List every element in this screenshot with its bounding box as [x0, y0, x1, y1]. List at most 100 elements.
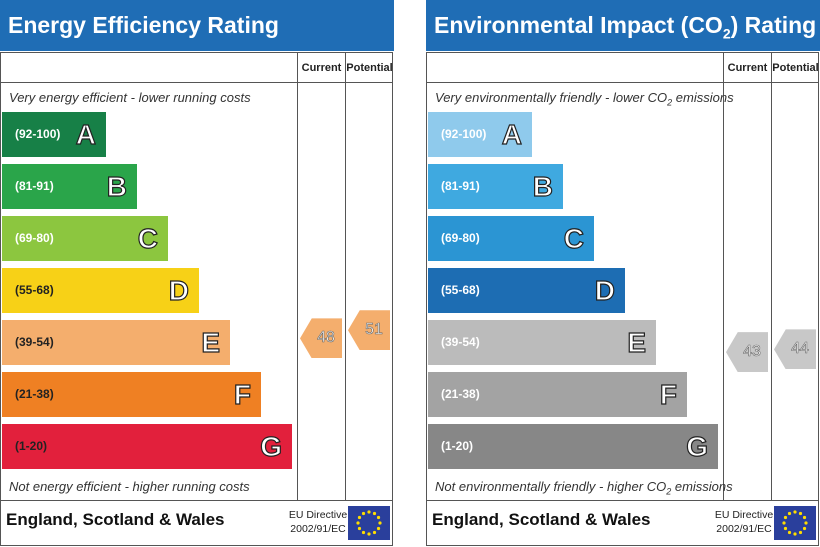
eu-star [372, 530, 377, 535]
band-letter: A [501, 118, 522, 150]
rating-band-d: (55-68) D [2, 268, 199, 313]
chart-title: Environmental Impact (CO2) Rating [426, 0, 820, 51]
chart-frame [0, 52, 393, 546]
current-rating-value: 43 [743, 343, 761, 361]
eu-star [787, 530, 792, 535]
eu-star [793, 532, 797, 536]
eu-star [357, 515, 362, 520]
rating-band-e: (39-54) E [428, 320, 656, 365]
band-range-label: (81-91) [441, 179, 480, 193]
column-divider [297, 52, 298, 500]
bottom-caption-sub: 2 [666, 486, 672, 497]
band-range-label: (69-80) [15, 231, 54, 245]
region-label: England, Scotland & Wales [432, 510, 651, 529]
eu-star [361, 530, 366, 535]
band-letter: D [168, 274, 189, 306]
rating-band-a: (92-100) A [2, 112, 106, 157]
band-letter: G [260, 430, 283, 462]
bottom-caption: Not environmentally friendly - higher CO… [435, 479, 733, 497]
potential-rating-value: 44 [791, 340, 809, 358]
top-caption-sub: 2 [667, 97, 673, 108]
eu-star [798, 530, 803, 535]
header-divider [426, 82, 819, 83]
eu-star [372, 511, 377, 516]
band-range-label: (1-20) [441, 439, 474, 453]
eu-star [787, 511, 792, 516]
top-caption: Very environmentally friendly - lower CO… [435, 90, 734, 108]
column-divider [345, 52, 346, 500]
band-range-label: (39-54) [15, 335, 54, 349]
potential-rating-value: 51 [365, 321, 383, 339]
band-range-label: (69-80) [441, 231, 480, 245]
current-column-header: Current [727, 62, 768, 74]
directive-line1: EU Directive [714, 509, 774, 521]
potential-column-header: Potential [772, 62, 819, 74]
top-caption-main: Very environmentally friendly - lower CO [435, 90, 668, 105]
rating-band-g: (1-20) G [428, 424, 718, 469]
band-range-label: (81-91) [15, 179, 54, 193]
rating-band-f: (21-38) F [428, 372, 687, 417]
rating-band-e: (39-54) E [2, 320, 230, 365]
rating-band-b: (81-91) B [2, 164, 137, 209]
eu-directive-text: EU Directive 2002/91/EC [288, 508, 348, 536]
rating-band-c: (69-80) C [2, 216, 168, 261]
current-rating-value: 48 [317, 329, 335, 347]
band-letter: E [201, 326, 221, 358]
band-letter: D [594, 274, 615, 306]
rating-band-g: (1-20) G [2, 424, 292, 469]
band-letter: B [532, 170, 553, 202]
potential-column-header: Potential [346, 62, 393, 74]
band-letter: G [686, 430, 709, 462]
band-range-label: (55-68) [15, 283, 54, 297]
footer-divider [426, 500, 819, 501]
band-letter: C [137, 222, 158, 254]
eu-directive-text: EU Directive 2002/91/EC [714, 508, 774, 536]
eu-star [367, 510, 371, 514]
rating-band-b: (81-91) B [428, 164, 563, 209]
eu-star [802, 526, 807, 531]
title-main: Environmental Impact (CO [434, 12, 723, 38]
top-caption-end: emissions [672, 90, 734, 105]
column-divider [723, 52, 724, 500]
band-letter: C [563, 222, 584, 254]
chart-title: Energy Efficiency Rating [0, 0, 394, 51]
bottom-caption-end: emissions [671, 479, 733, 494]
eu-flag-icon [348, 506, 390, 540]
column-divider [771, 52, 772, 500]
directive-line2: 2002/91/EC [290, 523, 346, 535]
eu-star [804, 521, 808, 525]
eu-star [376, 515, 381, 520]
band-letter: A [75, 118, 96, 150]
band-range-label: (21-38) [15, 387, 54, 401]
region-label: England, Scotland & Wales [6, 510, 225, 529]
eu-star [793, 510, 797, 514]
eu-star [376, 526, 381, 531]
band-range-label: (92-100) [15, 127, 61, 141]
chart-frame [426, 52, 819, 546]
eu-star [361, 511, 366, 516]
band-range-label: (39-54) [441, 335, 480, 349]
rating-band-d: (55-68) D [428, 268, 625, 313]
eu-star [783, 526, 788, 531]
band-letter: F [233, 378, 251, 410]
directive-line1: EU Directive [288, 509, 348, 521]
rating-band-f: (21-38) F [2, 372, 261, 417]
band-letter: E [627, 326, 647, 358]
footer-divider [0, 500, 393, 501]
band-range-label: (92-100) [441, 127, 487, 141]
bottom-caption-main: Not environmentally friendly - higher CO [435, 479, 667, 494]
eu-star [783, 515, 788, 520]
band-letter: B [106, 170, 127, 202]
band-range-label: (55-68) [441, 283, 480, 297]
eu-star [357, 526, 362, 531]
band-range-label: (1-20) [15, 439, 48, 453]
rating-band-a: (92-100) A [428, 112, 532, 157]
band-range-label: (21-38) [441, 387, 480, 401]
eu-flag-icon [774, 506, 816, 540]
title-end: ) Rating [730, 12, 817, 38]
current-column-header: Current [301, 62, 342, 74]
title-subscript: 2 [722, 25, 731, 42]
environmental-impact-panel: Environmental Impact (CO2) Rating Curren… [426, 0, 820, 547]
rating-band-c: (69-80) C [428, 216, 594, 261]
eu-star [378, 521, 382, 525]
